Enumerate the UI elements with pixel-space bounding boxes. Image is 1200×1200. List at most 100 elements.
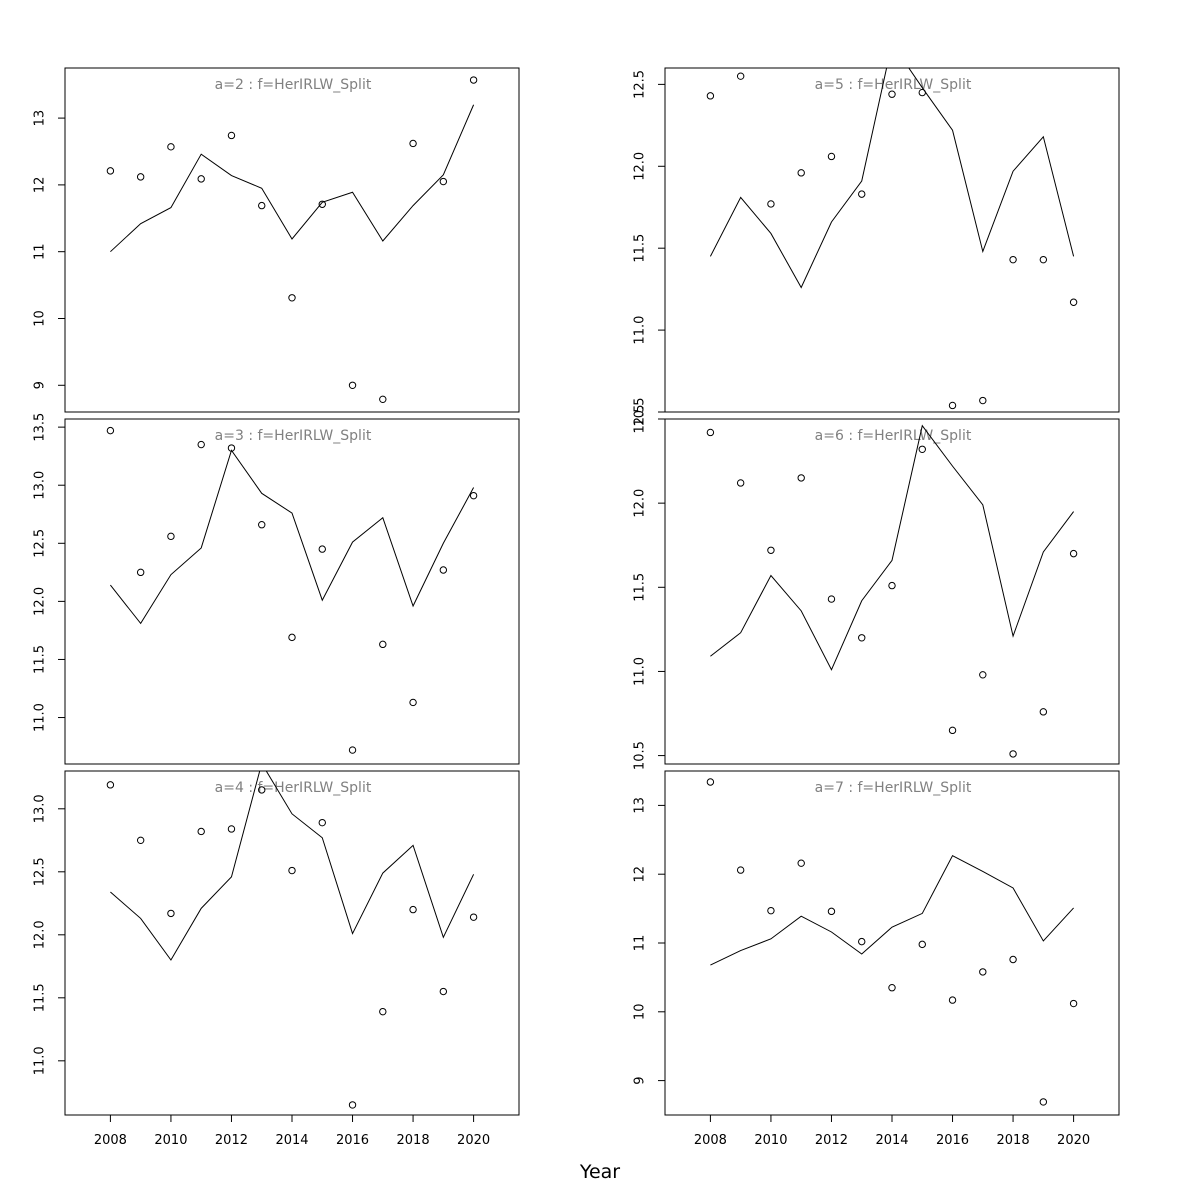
observed-point xyxy=(348,746,357,754)
observed-point xyxy=(797,859,805,867)
x-tick-label: 2008 xyxy=(694,1133,727,1148)
observed-point xyxy=(348,1101,357,1109)
panel-2: a=3 : f=HerIRLW_Split 11.0 11.5 12.0 12.5 13.… xyxy=(33,413,520,765)
observed-point xyxy=(227,131,236,140)
observed-point xyxy=(979,671,987,679)
y-tick-label: 13.0 xyxy=(33,794,48,823)
panel-title: a=7 : f=HerIRLW_Split xyxy=(815,780,972,796)
observed-point xyxy=(1039,255,1048,264)
panel-frame xyxy=(664,418,1120,765)
observed-point xyxy=(258,786,266,794)
observed-point xyxy=(379,1007,387,1016)
observed-point xyxy=(979,396,987,405)
y-tick-label: 11.0 xyxy=(633,316,648,345)
observed-point xyxy=(918,940,926,949)
y-tick-label: 11 xyxy=(33,243,48,260)
observed-point xyxy=(948,996,957,1004)
observed-point xyxy=(409,905,417,914)
y-tick-label: 9 xyxy=(633,1076,648,1084)
y-tick-label: 13 xyxy=(33,110,48,127)
y-tick-label: 12.5 xyxy=(33,529,48,558)
x-tick-label: 2016 xyxy=(936,1133,969,1148)
observed-point xyxy=(106,167,115,175)
observed-point xyxy=(948,401,957,410)
observed-point xyxy=(1039,1098,1048,1106)
panel-frame xyxy=(664,770,1120,1116)
panels-group: a=2 : f=HerIRLW_Split 9 10 11 12 13 a=3 : f=He… xyxy=(33,67,1120,1148)
observed-point xyxy=(469,491,478,500)
x-tick-label: 2012 xyxy=(215,1133,248,1148)
panel-frame xyxy=(64,770,520,1116)
observed-point xyxy=(348,381,357,389)
plot-area xyxy=(106,426,478,754)
y-tick-label: 11.0 xyxy=(33,1046,48,1075)
panel-title: a=2 : f=HerIRLW_Split xyxy=(215,77,372,93)
plot-area xyxy=(706,424,1078,758)
panel-1: a=2 : f=HerIRLW_Split 9 10 11 12 13 xyxy=(33,67,520,413)
observed-point xyxy=(1009,750,1017,758)
y-tick-label: 12.0 xyxy=(633,489,648,518)
observed-point xyxy=(136,836,145,845)
observed-point xyxy=(797,474,805,482)
observed-point xyxy=(197,827,205,836)
y-tick-label: 12.0 xyxy=(33,587,48,616)
observed-point xyxy=(1069,999,1078,1008)
observed-point xyxy=(318,818,326,827)
observed-point xyxy=(409,139,417,148)
observed-point xyxy=(827,595,836,603)
x-tick-label: 2020 xyxy=(1057,1133,1090,1148)
observed-point xyxy=(288,294,296,302)
y-tick-label: 12.0 xyxy=(633,152,648,181)
x-axis-label: Year xyxy=(579,1161,620,1183)
plot-area xyxy=(106,76,478,404)
y-tick-label: 12.5 xyxy=(633,70,648,99)
observed-point xyxy=(106,781,115,789)
x-tick-label: 2012 xyxy=(815,1133,848,1148)
observed-point xyxy=(258,521,266,529)
observed-point xyxy=(379,640,387,649)
panel-6: a=7 : f=HerIRLW_Split 9 10 11 12 13 2008 2010 20… xyxy=(633,770,1120,1148)
observed-point xyxy=(706,778,715,786)
panel-title: a=4 : f=HerIRLW_Split xyxy=(215,780,372,796)
observed-point xyxy=(736,479,745,487)
y-tick-label: 10 xyxy=(33,310,48,327)
y-tick-label: 11 xyxy=(633,935,648,952)
y-tick-label: 10.5 xyxy=(633,741,648,770)
y-tick-label: 13.5 xyxy=(33,413,48,442)
observed-point xyxy=(827,907,836,916)
observed-point xyxy=(167,143,175,151)
panel-title: a=5 : f=HerIRLW_Split xyxy=(815,77,972,93)
observed-point xyxy=(258,201,266,210)
panel-frame xyxy=(664,67,1120,413)
y-tick-label: 12.5 xyxy=(33,857,48,886)
y-tick-label: 11.5 xyxy=(33,645,48,674)
observed-point xyxy=(888,984,896,992)
observed-point xyxy=(827,152,836,161)
observed-point xyxy=(136,568,145,577)
observed-point xyxy=(288,866,296,875)
observed-point xyxy=(1009,255,1017,264)
x-tick-label: 2008 xyxy=(94,1133,127,1148)
y-tick-label: 11.5 xyxy=(633,573,648,602)
x-tick-label: 2018 xyxy=(397,1133,430,1148)
observed-point xyxy=(1009,955,1017,964)
observed-point xyxy=(888,90,896,98)
y-tick-label: 11.5 xyxy=(633,234,648,263)
y-tick-label: 10.5 xyxy=(633,398,648,427)
observed-point xyxy=(439,566,448,574)
y-tick-label: 12.5 xyxy=(633,405,648,434)
observed-point xyxy=(706,428,715,437)
observed-point xyxy=(167,532,175,541)
observed-point xyxy=(858,190,866,198)
x-tick-label: 2018 xyxy=(997,1133,1030,1148)
y-tick-label: 11.0 xyxy=(633,657,648,686)
panel-3: a=4 : f=HerIRLW_Split 11.0 11.5 12.0 12.5 13.… xyxy=(33,770,520,1148)
observed-point xyxy=(409,698,417,707)
fitted-line xyxy=(710,854,1074,966)
panel-5: a=6 : f=HerIRLW_Split 10.5 11.0 11.5 12.0 12.… xyxy=(633,405,1120,770)
y-tick-label: 12.0 xyxy=(33,920,48,949)
y-tick-label: 13 xyxy=(633,797,648,814)
observed-point xyxy=(167,909,175,918)
y-tick-label: 11.5 xyxy=(33,983,48,1012)
